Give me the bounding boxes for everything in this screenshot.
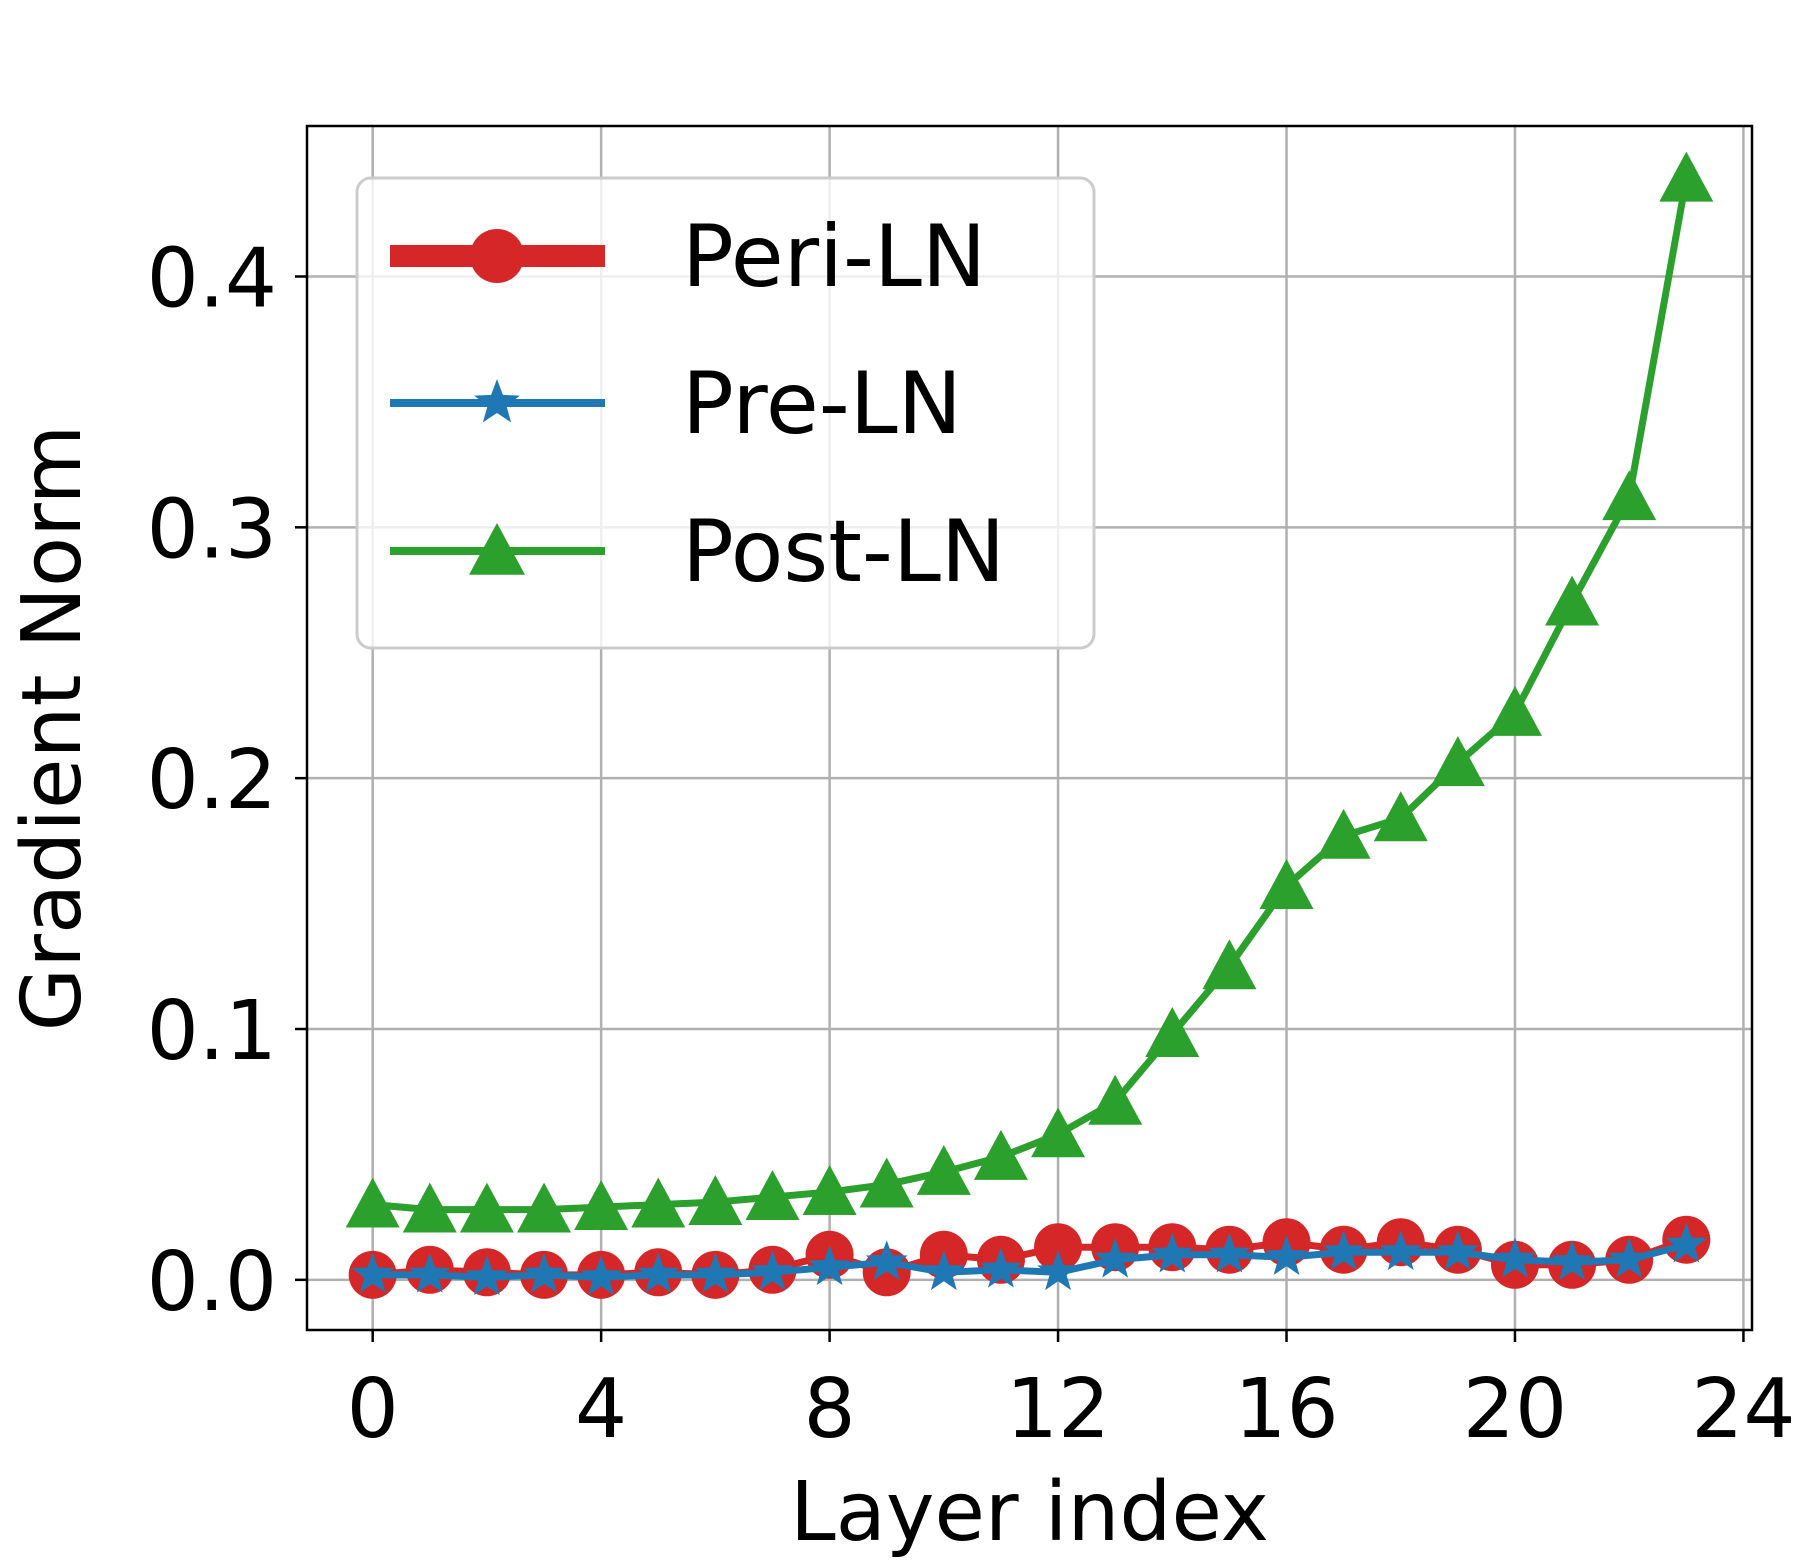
post-ln-point (1202, 939, 1257, 990)
post-ln-point (574, 1180, 629, 1231)
pre-ln-point (580, 1255, 623, 1296)
post-ln-point (631, 1177, 686, 1228)
post-ln-point (973, 1129, 1028, 1180)
pre-ln-point (808, 1245, 851, 1286)
pre-ln-point (1208, 1232, 1251, 1273)
legend-box (355, 176, 1096, 650)
post-ln-point (688, 1175, 743, 1226)
legend-marker-peri-ln (470, 229, 524, 283)
pre-ln-point (1151, 1232, 1194, 1273)
pre-ln-point (1094, 1237, 1137, 1278)
post-ln-point (1088, 1074, 1143, 1125)
pre-ln-point (980, 1247, 1022, 1288)
y-tick-label: 0.3 (147, 482, 277, 577)
y-tick-label: 0.4 (147, 232, 277, 327)
pre-ln-point (1265, 1235, 1308, 1276)
post-ln-point (745, 1170, 800, 1221)
pre-ln-point (1551, 1240, 1594, 1281)
legend: Peri-LN Pre-LN Post-LN (355, 176, 1096, 650)
post-ln-point (402, 1182, 457, 1233)
peri-ln-point (1034, 1223, 1083, 1272)
post-ln-point (859, 1157, 914, 1208)
pre-ln-point (1665, 1222, 1708, 1263)
legend-entry-pre-ln: Pre-LN (390, 354, 962, 454)
pre-ln-series (351, 1222, 1708, 1296)
pre-ln-point (637, 1252, 680, 1293)
legend-entry-post-ln: Post-LN (390, 502, 1005, 602)
post-ln-point (1487, 685, 1542, 736)
post-ln-series (345, 151, 1714, 1233)
x-tick-label: 12 (1006, 1362, 1110, 1457)
pre-ln-point (1322, 1230, 1365, 1271)
post-ln-point (1373, 791, 1428, 842)
post-ln-point (1316, 808, 1371, 859)
post-ln-point (517, 1182, 572, 1233)
pre-ln-point (694, 1252, 737, 1293)
y-tick-label: 0.0 (147, 1235, 277, 1330)
post-ln-point (1145, 1007, 1200, 1057)
pre-ln-point (865, 1240, 908, 1281)
legend-label-peri-ln: Peri-LN (682, 207, 986, 307)
x-tick-label: 24 (1691, 1362, 1795, 1457)
post-ln-point (1430, 736, 1485, 787)
pre-ln-point (351, 1252, 394, 1293)
pre-ln-point (1379, 1230, 1422, 1271)
x-tick-label: 8 (804, 1362, 856, 1457)
post-ln-point (916, 1144, 971, 1195)
pre-ln-point (1037, 1250, 1079, 1291)
plot-frame (305, 124, 1754, 1332)
legend-marker-pre-ln (474, 379, 520, 423)
post-ln-point (1259, 859, 1314, 909)
post-ln-point (459, 1182, 514, 1233)
legend-label-post-ln: Post-LN (682, 502, 1005, 602)
legend-entry-peri-ln: Peri-LN (390, 207, 986, 307)
legend-label-pre-ln: Pre-LN (682, 354, 962, 454)
legend-entries: Peri-LN Pre-LN Post-LN (390, 207, 1005, 602)
y-tick-label: 0.1 (147, 984, 277, 1079)
pre-ln-point (1494, 1237, 1536, 1278)
pre-ln-point (1608, 1237, 1651, 1278)
x-tick-label: 16 (1234, 1362, 1338, 1457)
pre-ln-point (751, 1250, 794, 1291)
pre-ln-point (465, 1255, 508, 1296)
pre-ln-point (523, 1252, 565, 1293)
post-ln-point (802, 1165, 857, 1215)
post-ln-point (1602, 470, 1657, 521)
ticks: 0 4 8 12 16 20 24 0.0 0.1 0.2 0.3 0.4 (147, 232, 1796, 1458)
y-tick-label: 0.2 (147, 733, 277, 828)
x-tick-label: 0 (347, 1362, 399, 1457)
y-axis-label: Gradient Norm (5, 425, 100, 1032)
post-ln-point (1545, 575, 1600, 626)
x-tick-label: 20 (1463, 1362, 1567, 1457)
post-ln-point (1659, 151, 1714, 202)
legend-marker-post-ln (469, 523, 525, 575)
post-ln-point (1031, 1107, 1086, 1158)
x-axis-label: Layer index (790, 1465, 1269, 1560)
pre-ln-point (1436, 1230, 1479, 1271)
pre-ln-point (922, 1250, 965, 1291)
post-ln-point (345, 1177, 400, 1228)
pre-ln-point (408, 1252, 451, 1293)
series-layer (345, 151, 1714, 1299)
x-tick-label: 4 (575, 1362, 627, 1457)
